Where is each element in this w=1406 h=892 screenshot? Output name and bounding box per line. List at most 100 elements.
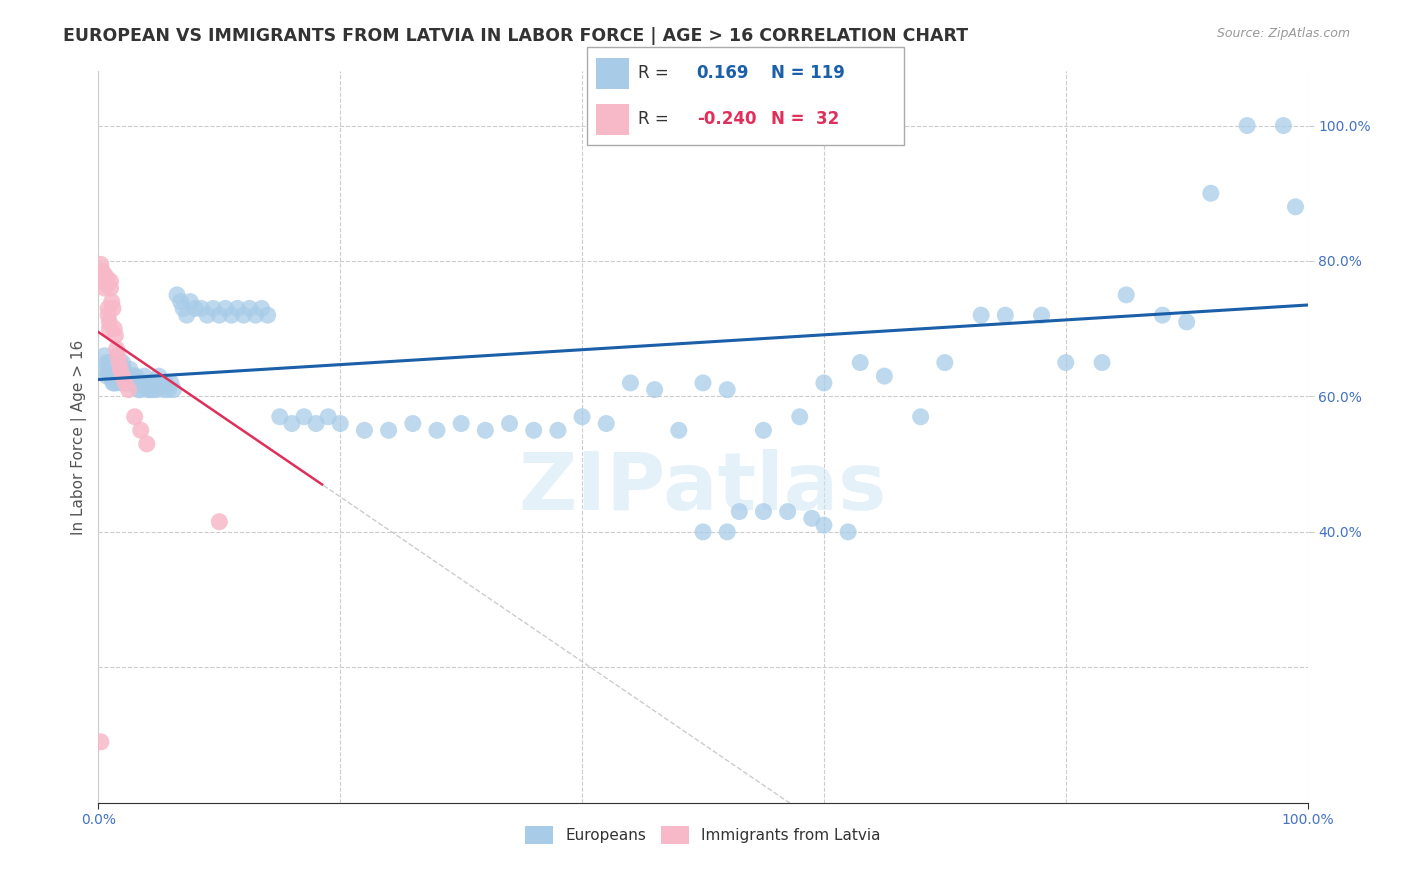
Point — [547, 423, 569, 437]
Point — [93, 349, 115, 363]
Point — [450, 417, 472, 431]
Point — [752, 505, 775, 519]
Point — [115, 376, 138, 390]
Point — [849, 355, 872, 369]
Point — [129, 423, 152, 437]
Point — [873, 369, 896, 384]
Point — [96, 277, 118, 292]
Point — [124, 409, 146, 424]
Point — [100, 294, 122, 309]
Point — [90, 257, 112, 271]
Point — [800, 511, 823, 525]
Point — [281, 417, 304, 431]
Point — [176, 308, 198, 322]
Point — [1152, 308, 1174, 322]
Point — [329, 417, 352, 431]
Point — [668, 423, 690, 437]
Point — [96, 355, 118, 369]
Point — [98, 315, 121, 329]
Text: N =  32: N = 32 — [770, 111, 839, 128]
Point — [245, 308, 267, 322]
Point — [105, 376, 128, 390]
Point — [127, 376, 149, 390]
Point — [1284, 200, 1306, 214]
Point — [145, 383, 167, 397]
Point — [994, 308, 1017, 322]
Point — [141, 376, 163, 390]
Point — [111, 369, 134, 384]
Point — [108, 355, 131, 369]
Point — [139, 383, 162, 397]
Point — [498, 417, 520, 431]
Point — [934, 355, 956, 369]
Point — [595, 417, 617, 431]
Point — [172, 301, 194, 316]
Point — [97, 362, 120, 376]
Point — [127, 383, 149, 397]
Point — [94, 271, 117, 285]
Point — [101, 362, 124, 376]
Point — [93, 268, 115, 282]
Point — [776, 505, 799, 519]
Point — [728, 505, 751, 519]
Text: R =: R = — [638, 64, 669, 82]
Point — [256, 308, 278, 322]
Point — [110, 376, 132, 390]
Point — [98, 322, 121, 336]
Text: Source: ZipAtlas.com: Source: ZipAtlas.com — [1216, 27, 1350, 40]
Point — [1054, 355, 1077, 369]
Point — [221, 308, 243, 322]
Point — [148, 369, 170, 384]
Point — [1272, 119, 1295, 133]
Point — [100, 355, 122, 369]
Point — [269, 409, 291, 424]
Point — [93, 281, 115, 295]
Point — [316, 409, 339, 424]
Point — [184, 301, 207, 316]
Point — [353, 423, 375, 437]
Point — [93, 362, 115, 376]
Point — [135, 376, 157, 390]
Point — [100, 281, 122, 295]
Point — [619, 376, 641, 390]
Point — [100, 274, 122, 288]
Point — [131, 376, 153, 390]
Point — [129, 383, 152, 397]
Point — [103, 376, 125, 390]
Point — [108, 362, 131, 376]
Point — [91, 271, 114, 285]
Point — [474, 423, 496, 437]
Point — [101, 376, 124, 390]
Point — [111, 369, 134, 384]
Point — [107, 349, 129, 363]
Point — [142, 383, 165, 397]
Point — [108, 369, 131, 384]
Point — [226, 301, 249, 316]
Point — [813, 376, 835, 390]
Point — [128, 376, 150, 390]
Point — [155, 376, 177, 390]
Point — [107, 369, 129, 384]
Point — [136, 383, 159, 397]
Point — [112, 362, 135, 376]
Point — [1175, 315, 1198, 329]
Point — [111, 355, 134, 369]
Point — [162, 383, 184, 397]
Point — [150, 376, 173, 390]
Point — [122, 369, 145, 384]
Point — [195, 308, 218, 322]
Point — [789, 409, 811, 424]
Text: 0.169: 0.169 — [697, 64, 749, 82]
Point — [118, 383, 141, 397]
Point — [135, 437, 157, 451]
Point — [208, 308, 231, 322]
Y-axis label: In Labor Force | Age > 16: In Labor Force | Age > 16 — [72, 340, 87, 534]
Point — [232, 308, 254, 322]
Point — [214, 301, 236, 316]
Point — [118, 376, 141, 390]
Point — [94, 274, 117, 288]
Point — [250, 301, 273, 316]
Point — [426, 423, 449, 437]
Point — [179, 294, 201, 309]
Point — [644, 383, 666, 397]
